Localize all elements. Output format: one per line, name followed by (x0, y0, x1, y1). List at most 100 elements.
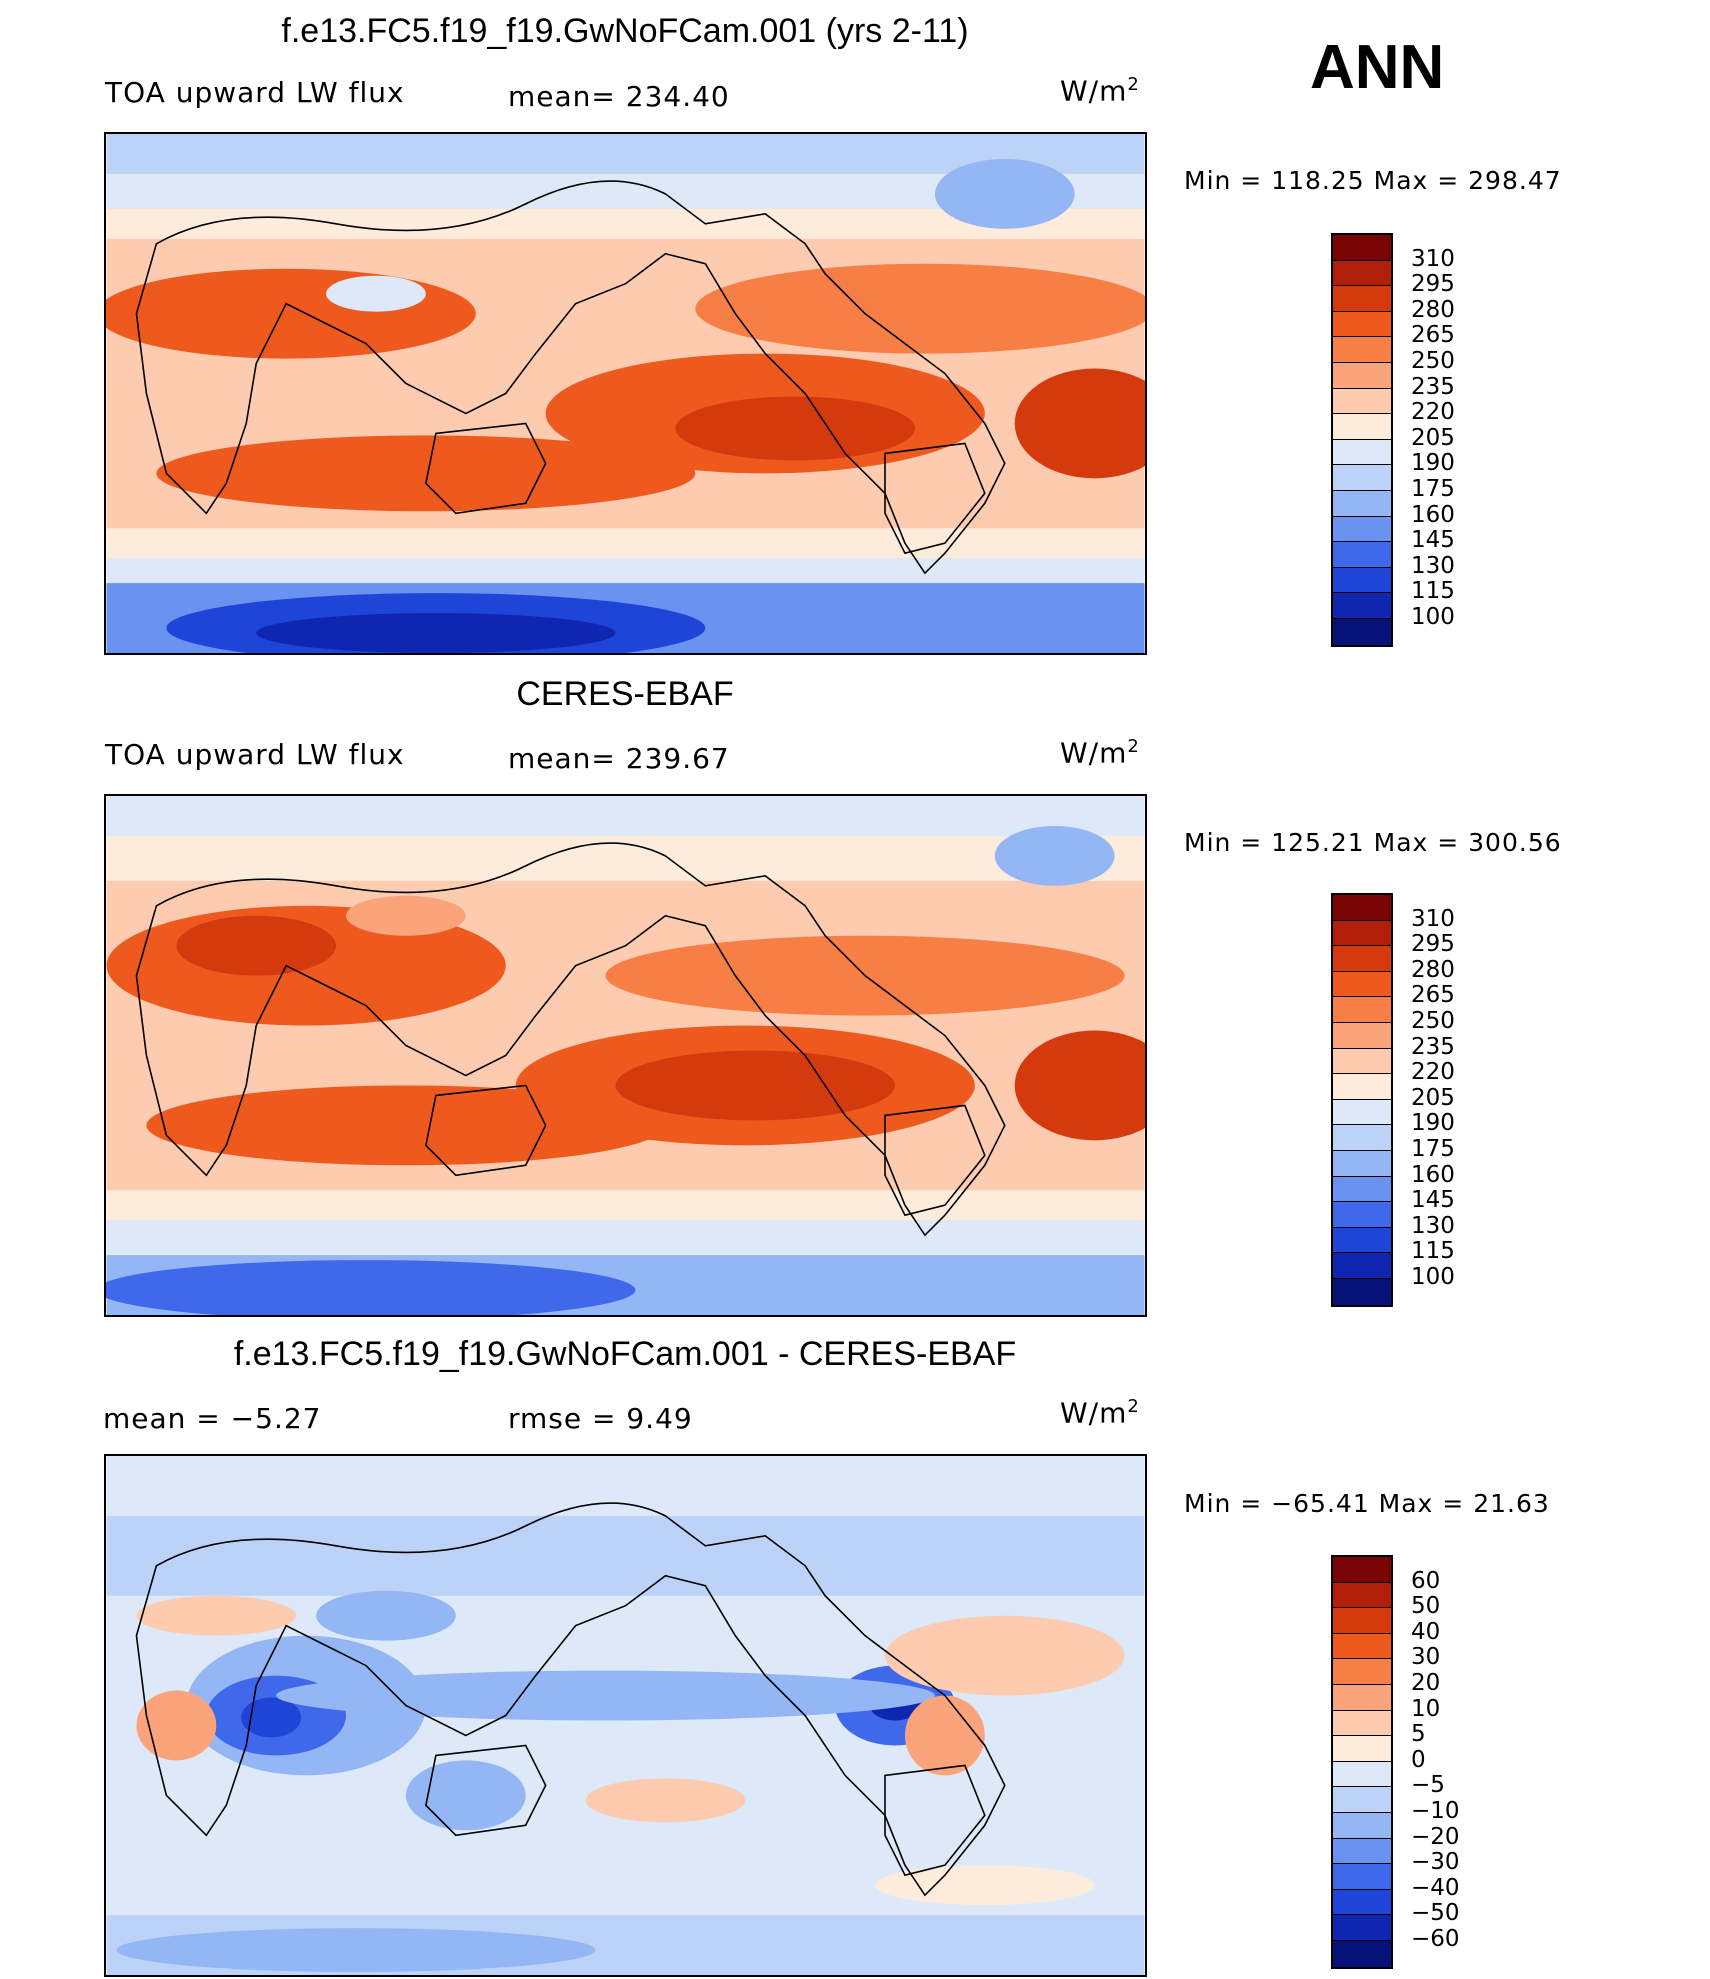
panel-3-map (104, 1454, 1147, 1977)
colorbar-tick-label: 220 (1411, 399, 1455, 426)
colorbar-tick-label: 10 (1411, 1695, 1441, 1722)
colorbar-tick-label: 160 (1411, 1161, 1455, 1188)
panel-2-map (104, 794, 1147, 1317)
colorbar-swatch (1333, 1074, 1391, 1100)
season-label: ANN (1310, 33, 1445, 102)
colorbar-tick-label: −60 (1411, 1926, 1460, 1952)
colorbar-tick-label: 130 (1411, 1212, 1455, 1239)
colorbar-swatch (1333, 1710, 1391, 1737)
colorbar-swatch (1333, 1176, 1391, 1203)
colorbar-swatch (1333, 1659, 1391, 1685)
colorbar-swatch (1333, 388, 1391, 415)
colorbar-swatch (1333, 895, 1391, 921)
panel-2-title: CERES-EBAF (516, 675, 734, 713)
colorbar-tick-label: 40 (1411, 1618, 1441, 1645)
colorbar-swatch (1333, 439, 1391, 466)
colorbar-tick-label: −20 (1411, 1823, 1460, 1850)
colorbar-swatch (1333, 946, 1391, 972)
colorbar-swatch (1333, 1202, 1391, 1228)
colorbar-swatch (1333, 1227, 1391, 1254)
colorbar-tick-label: −40 (1411, 1874, 1460, 1901)
colorbar-tick-label: 100 (1411, 1264, 1455, 1290)
colorbar-swatch (1333, 593, 1391, 619)
panel-2-units: W/m2 (1060, 736, 1140, 770)
colorbar-box (1331, 1555, 1393, 1969)
colorbar-tick-label: 115 (1411, 1238, 1455, 1265)
colorbar-swatch (1333, 1099, 1391, 1126)
colorbar-swatch (1333, 1150, 1391, 1177)
colorbar-swatch (1333, 1253, 1391, 1279)
colorbar-swatch (1333, 1125, 1391, 1151)
panel-3-units: W/m2 (1060, 1396, 1140, 1430)
colorbar-swatch (1333, 997, 1391, 1023)
colorbar-tick-label: 295 (1411, 271, 1455, 298)
colorbar-swatch (1333, 1761, 1391, 1788)
colorbar-tick-label: 205 (1411, 424, 1455, 451)
colorbar-tick-label: 280 (1411, 296, 1455, 323)
colorbar-swatch (1333, 1022, 1391, 1049)
colorbar-swatch (1333, 1684, 1391, 1711)
colorbar-tick-label: 265 (1411, 322, 1455, 349)
colorbar-swatch (1333, 286, 1391, 312)
colorbar-tick-label: 0 (1411, 1746, 1426, 1773)
colorbar-swatch (1333, 1864, 1391, 1890)
colorbar-box (1331, 233, 1393, 647)
colorbar-tick-label: 235 (1411, 1033, 1455, 1060)
colorbar-swatch (1333, 1557, 1391, 1583)
colorbar-swatch (1333, 1278, 1391, 1305)
panel-3-title: f.e13.FC5.f19_f19.GwNoFCam.001 - CERES-E… (233, 1335, 1017, 1373)
colorbar-tick-label: 235 (1411, 373, 1455, 400)
colorbar-swatch (1333, 1787, 1391, 1813)
colorbar-tick-label: 265 (1411, 982, 1455, 1009)
colorbar-tick-label: 100 (1411, 604, 1455, 630)
colorbar-swatch (1333, 260, 1391, 287)
colorbar-swatch (1333, 1736, 1391, 1762)
colorbar-tick-label: 145 (1411, 1187, 1455, 1214)
panel-2-mean-label: mean= 239.67 (508, 742, 730, 775)
colorbar-swatch (1333, 971, 1391, 998)
colorbar-swatch (1333, 542, 1391, 568)
colorbar-tick-label: 250 (1411, 348, 1455, 374)
colorbar-swatch (1333, 465, 1391, 491)
colorbar-swatch (1333, 235, 1391, 261)
panel-3-minmax: Min = −65.41 Max = 21.63 (1184, 1489, 1550, 1518)
colorbar-swatch (1333, 362, 1391, 389)
colorbar-tick-label: −50 (1411, 1900, 1460, 1927)
panel-1-units: W/m2 (1060, 74, 1140, 108)
panel-2-minmax: Min = 125.21 Max = 300.56 (1184, 828, 1562, 857)
panel-3-mean-label: mean = −5.27 (103, 1402, 322, 1435)
colorbar-swatch (1333, 1940, 1391, 1967)
colorbar-tick-label: 310 (1411, 245, 1455, 272)
colorbar-swatch (1333, 1838, 1391, 1865)
colorbar-tick-label: 220 (1411, 1059, 1455, 1086)
colorbar-tick-label: 60 (1411, 1567, 1441, 1594)
panel-1-map (104, 132, 1147, 655)
colorbar-tick-label: 175 (1411, 1136, 1455, 1162)
colorbar-tick-label: 295 (1411, 931, 1455, 958)
colorbar-swatch (1333, 1582, 1391, 1609)
colorbar-tick-label: −10 (1411, 1798, 1460, 1824)
colorbar-tick-label: 115 (1411, 578, 1455, 605)
colorbar-tick-label: 190 (1411, 1110, 1455, 1137)
panel-2-map-field (106, 796, 1145, 1315)
panel-1-mean-label: mean= 234.40 (508, 80, 730, 113)
colorbar-tick-label: 30 (1411, 1644, 1441, 1671)
colorbar-tick-label: 160 (1411, 501, 1455, 528)
panel-1-title: f.e13.FC5.f19_f19.GwNoFCam.001 (yrs 2-11… (281, 12, 969, 50)
colorbar-tick-label: 20 (1411, 1670, 1441, 1696)
panel-2-variable-label: TOA upward LW flux (105, 738, 405, 771)
colorbar-tick-label: 50 (1411, 1593, 1441, 1620)
colorbar-tick-label: 190 (1411, 450, 1455, 477)
colorbar-swatch (1333, 311, 1391, 338)
colorbar-box (1331, 893, 1393, 1307)
panel-1-variable-label: TOA upward LW flux (105, 76, 405, 109)
colorbar-tick-label: −5 (1411, 1772, 1445, 1799)
colorbar-swatch (1333, 337, 1391, 363)
colorbar-tick-label: 205 (1411, 1084, 1455, 1111)
colorbar-swatch (1333, 1048, 1391, 1075)
colorbar-tick-label: 175 (1411, 476, 1455, 502)
colorbar-tick-label: 310 (1411, 905, 1455, 932)
colorbar-swatch (1333, 1633, 1391, 1660)
panel-1-map-field (106, 134, 1145, 653)
colorbar-swatch (1333, 516, 1391, 543)
